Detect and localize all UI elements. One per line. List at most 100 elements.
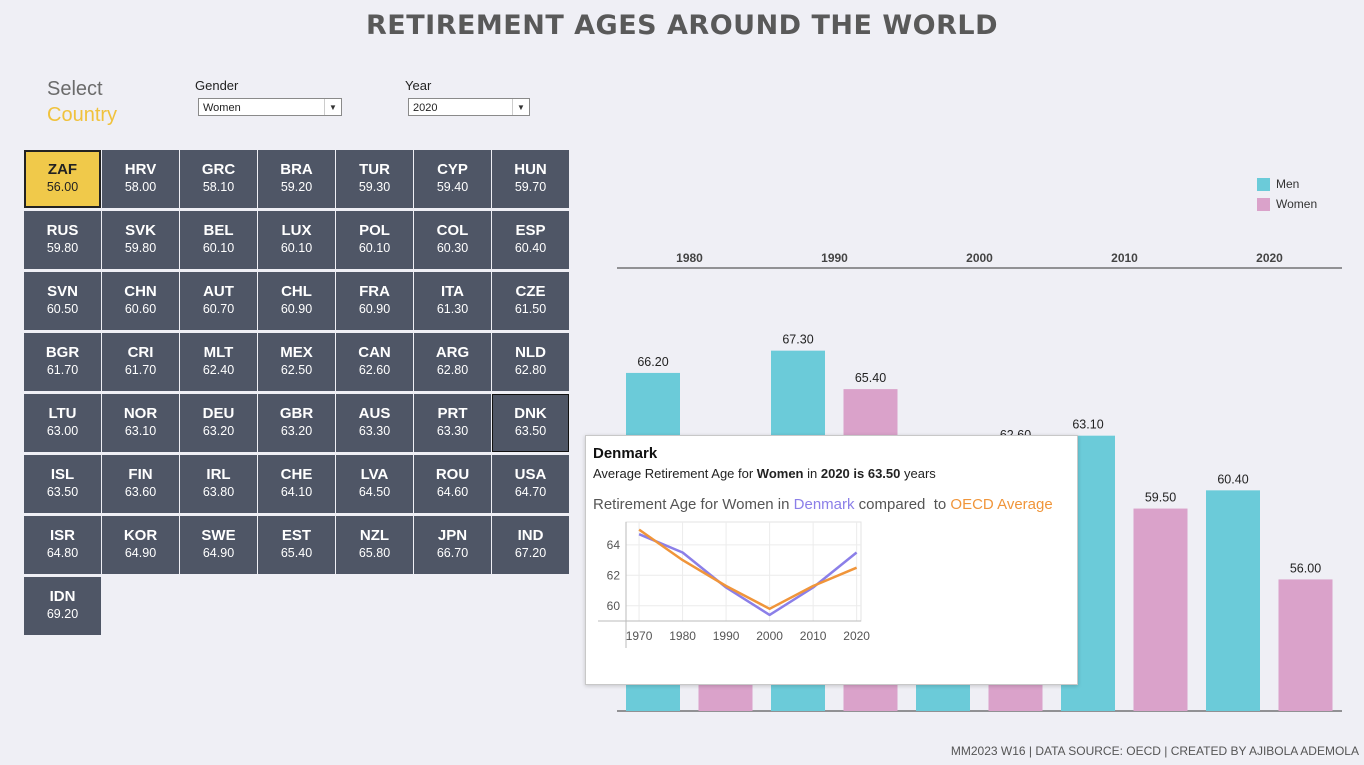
bar-men-2020 xyxy=(1206,490,1260,711)
country-tile-hrv[interactable]: HRV 58.00 xyxy=(102,150,179,208)
country-tile-mlt[interactable]: MLT 62.40 xyxy=(180,333,257,391)
country-tile-bgr[interactable]: BGR 61.70 xyxy=(24,333,101,391)
bar-women-2010 xyxy=(1133,508,1188,711)
country-code: IND xyxy=(517,527,544,544)
country-code: JPN xyxy=(437,527,468,544)
country-tile-zaf[interactable]: ZAF 56.00 xyxy=(24,150,101,208)
country-tile-fra[interactable]: FRA 60.90 xyxy=(336,272,413,330)
country-tile-prt[interactable]: PRT 63.30 xyxy=(414,394,491,452)
country-tile-ita[interactable]: ITA 61.30 xyxy=(414,272,491,330)
chevron-down-icon[interactable]: ▼ xyxy=(512,99,529,115)
mini-y-tick-label: 60 xyxy=(607,599,621,613)
country-code: HUN xyxy=(514,161,547,178)
tooltip-line-chart: 60 62 64 1970 1980 1990 2000 2010 2020 xyxy=(598,521,870,648)
country-tile-col[interactable]: COL 60.30 xyxy=(414,211,491,269)
mini-x-tick-label: 1990 xyxy=(713,629,740,643)
tooltip-chart-title-prefix: Retirement Age for Women in xyxy=(593,496,794,513)
country-value: 62.50 xyxy=(280,363,313,377)
country-code: GBR xyxy=(279,405,314,422)
gender-dropdown[interactable]: Women ▼ xyxy=(198,98,342,116)
country-tile-can[interactable]: CAN 62.60 xyxy=(336,333,413,391)
legend-item-women[interactable]: Women xyxy=(1257,194,1317,214)
mini-x-tick-label: 2020 xyxy=(843,629,870,643)
country-tile-rus[interactable]: RUS 59.80 xyxy=(24,211,101,269)
country-tile-esp[interactable]: ESP 60.40 xyxy=(492,211,569,269)
country-value: 60.90 xyxy=(280,302,313,316)
country-tile-dnk[interactable]: DNK 63.50 xyxy=(492,394,569,452)
mini-plot-area xyxy=(625,521,862,622)
country-tile-gbr[interactable]: GBR 63.20 xyxy=(258,394,335,452)
country-value: 60.50 xyxy=(46,302,79,316)
country-tile-nor[interactable]: NOR 63.10 xyxy=(102,394,179,452)
country-code: CYP xyxy=(437,161,468,178)
country-tile-chl[interactable]: CHL 60.90 xyxy=(258,272,335,330)
country-tile-pol[interactable]: POL 60.10 xyxy=(336,211,413,269)
country-tile-ltu[interactable]: LTU 63.00 xyxy=(24,394,101,452)
country-tile-kor[interactable]: KOR 64.90 xyxy=(102,516,179,574)
chevron-down-icon[interactable]: ▼ xyxy=(324,99,341,115)
country-tile-rou[interactable]: ROU 64.60 xyxy=(414,455,491,513)
country-tile-cze[interactable]: CZE 61.50 xyxy=(492,272,569,330)
mini-x-tick-label: 2000 xyxy=(756,629,783,643)
country-tile-grc[interactable]: GRC 58.10 xyxy=(180,150,257,208)
country-tile-lux[interactable]: LUX 60.10 xyxy=(258,211,335,269)
tooltip-country-name: Denmark xyxy=(593,445,658,462)
bar-women-2020 xyxy=(1278,579,1333,711)
tooltip-chart-title-mid: compared to xyxy=(854,496,951,513)
country-code: DEU xyxy=(202,405,235,422)
country-code: DNK xyxy=(514,405,547,422)
bar-value-label: 59.50 xyxy=(1145,491,1176,505)
country-tile-cyp[interactable]: CYP 59.40 xyxy=(414,150,491,208)
mini-y-tick-label: 64 xyxy=(607,538,621,552)
country-tile-svn[interactable]: SVN 60.50 xyxy=(24,272,101,330)
country-value: 64.80 xyxy=(46,546,79,560)
country-tooltip: Denmark Average Retirement Age for Women… xyxy=(585,435,1078,685)
country-tile-nzl[interactable]: NZL 65.80 xyxy=(336,516,413,574)
country-tile-cri[interactable]: CRI 61.70 xyxy=(102,333,179,391)
country-tile-isl[interactable]: ISL 63.50 xyxy=(24,455,101,513)
country-tile-aut[interactable]: AUT 60.70 xyxy=(180,272,257,330)
country-code: FIN xyxy=(128,466,153,483)
country-value: 62.40 xyxy=(202,363,235,377)
country-tile-deu[interactable]: DEU 63.20 xyxy=(180,394,257,452)
country-tile-ind[interactable]: IND 67.20 xyxy=(492,516,569,574)
country-value: 67.20 xyxy=(514,546,547,560)
chart-legend: Men Women xyxy=(1257,174,1317,214)
country-tile-chn[interactable]: CHN 60.60 xyxy=(102,272,179,330)
country-tile-svk[interactable]: SVK 59.80 xyxy=(102,211,179,269)
country-tile-est[interactable]: EST 65.40 xyxy=(258,516,335,574)
country-value: 64.90 xyxy=(124,546,157,560)
country-tile-jpn[interactable]: JPN 66.70 xyxy=(414,516,491,574)
country-code: FRA xyxy=(359,283,390,300)
country-tile-aus[interactable]: AUS 63.30 xyxy=(336,394,413,452)
country-value: 60.10 xyxy=(202,241,235,255)
country-tile-irl[interactable]: IRL 63.80 xyxy=(180,455,257,513)
country-code: IRL xyxy=(206,466,231,483)
country-tile-lva[interactable]: LVA 64.50 xyxy=(336,455,413,513)
country-tile-hun[interactable]: HUN 59.70 xyxy=(492,150,569,208)
year-dropdown[interactable]: 2020 ▼ xyxy=(408,98,530,116)
country-tile-tur[interactable]: TUR 59.30 xyxy=(336,150,413,208)
country-tile-swe[interactable]: SWE 64.90 xyxy=(180,516,257,574)
legend-item-men[interactable]: Men xyxy=(1257,174,1317,194)
country-tile-isr[interactable]: ISR 64.80 xyxy=(24,516,101,574)
country-value: 69.20 xyxy=(46,607,79,621)
country-tile-mex[interactable]: MEX 62.50 xyxy=(258,333,335,391)
year-column-label: 1990 xyxy=(821,251,848,265)
country-code: LUX xyxy=(281,222,312,239)
country-tile-usa[interactable]: USA 64.70 xyxy=(492,455,569,513)
country-code: SWE xyxy=(201,527,236,544)
country-tile-nld[interactable]: NLD 62.80 xyxy=(492,333,569,391)
bar-value-label: 60.40 xyxy=(1217,472,1248,486)
country-tile-idn[interactable]: IDN 69.20 xyxy=(24,577,101,635)
country-tile-bel[interactable]: BEL 60.10 xyxy=(180,211,257,269)
country-tile-che[interactable]: CHE 64.10 xyxy=(258,455,335,513)
country-tile-bra[interactable]: BRA 59.20 xyxy=(258,150,335,208)
country-tile-arg[interactable]: ARG 62.80 xyxy=(414,333,491,391)
country-value: 64.90 xyxy=(202,546,235,560)
country-value: 62.60 xyxy=(358,363,391,377)
country-value: 60.10 xyxy=(280,241,313,255)
year-column-label: 1980 xyxy=(676,251,703,265)
country-tile-fin[interactable]: FIN 63.60 xyxy=(102,455,179,513)
mini-x-tick-label: 2010 xyxy=(800,629,827,643)
